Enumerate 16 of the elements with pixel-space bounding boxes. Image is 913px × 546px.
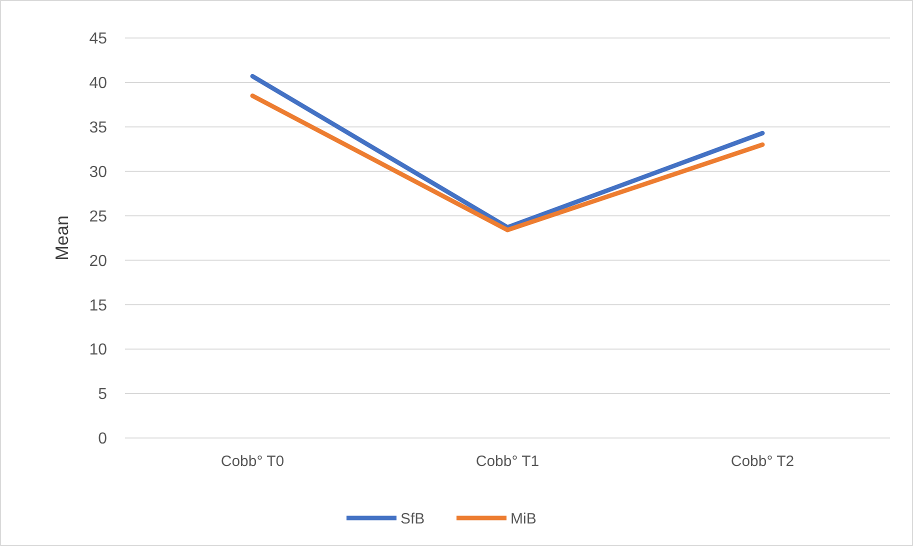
x-tick-label: Cobb° T0 [220,453,284,470]
y-tick-label: 45 [89,30,108,48]
x-tick-label: Cobb° T1 [476,453,540,470]
y-tick-label: 40 [89,75,108,92]
y-tick-label: 30 [89,164,108,181]
x-tick-label: Cobb° T2 [730,453,794,470]
y-tick-label: 35 [89,119,108,136]
legend-label: MiB [510,510,536,528]
y-tick-label: 10 [89,342,108,359]
y-tick-label: 20 [89,252,108,270]
y-tick-label: 15 [89,297,108,314]
y-tick-label: 5 [98,386,108,404]
y-tick-label: 25 [89,208,108,226]
y-axis-title: Mean [52,215,72,261]
y-tick-label: 0 [98,430,108,448]
legend-label: SfB [400,510,425,528]
